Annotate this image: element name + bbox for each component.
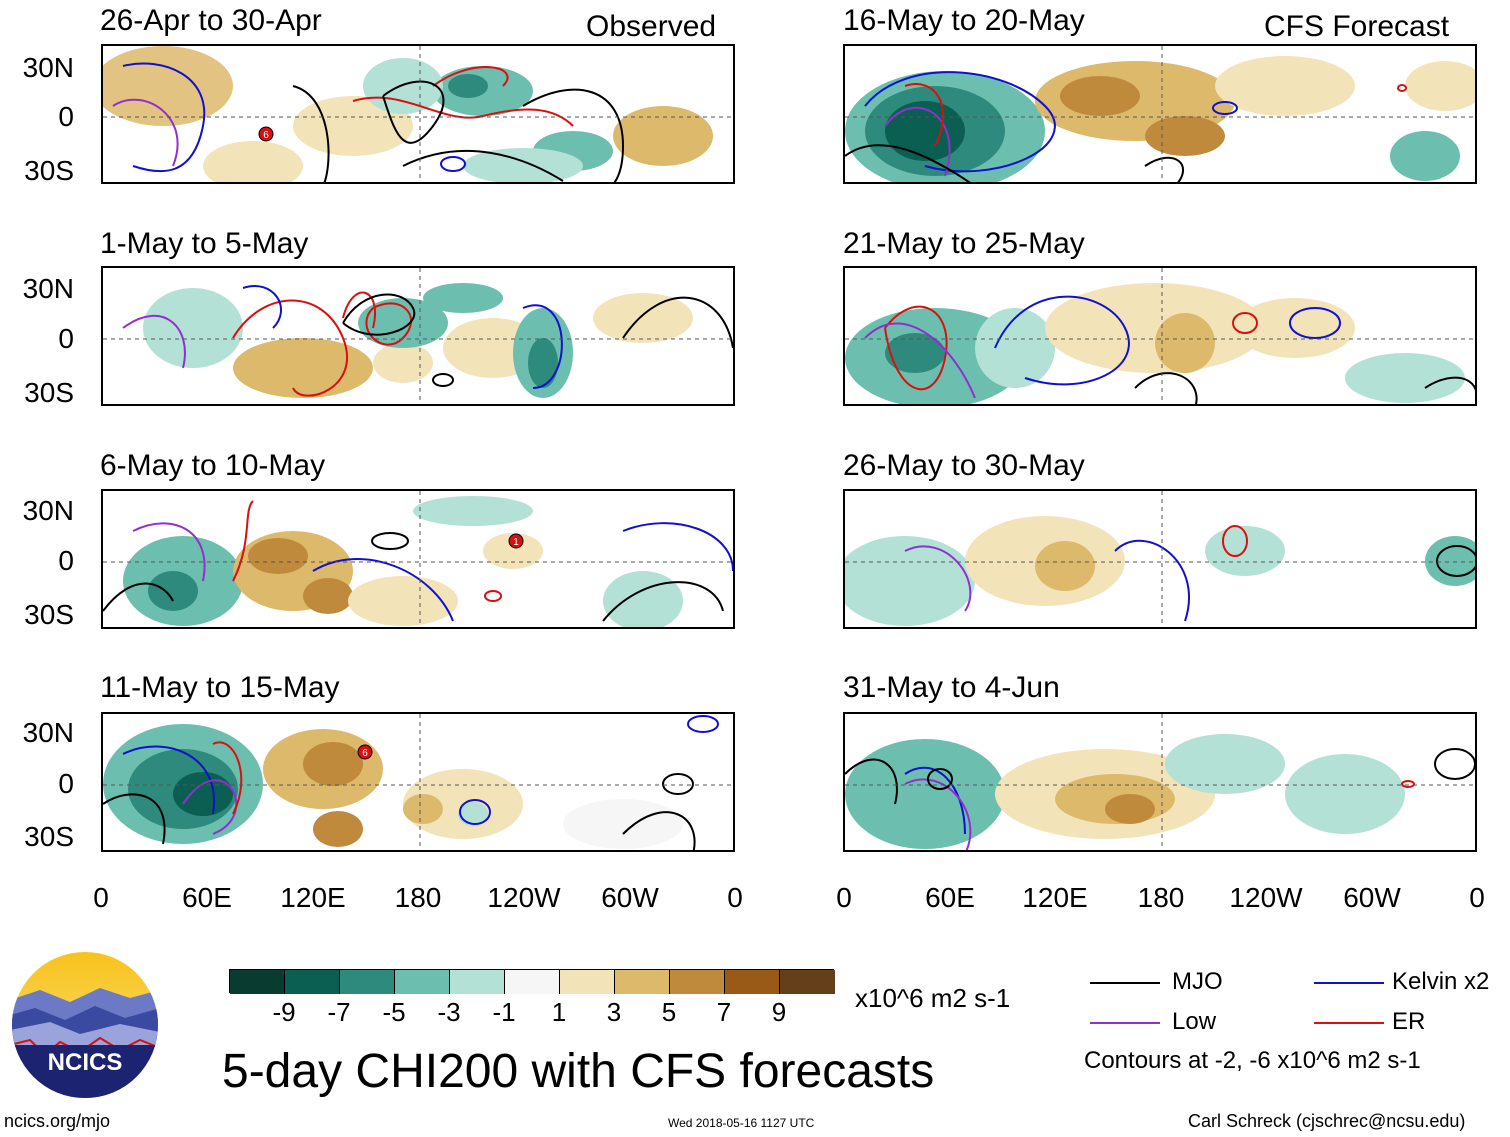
lon-label: 120E bbox=[1022, 882, 1088, 913]
map-panel-graphic bbox=[103, 268, 733, 404]
lon-label: 180 bbox=[1137, 882, 1185, 913]
lat-label: 0 bbox=[58, 323, 74, 354]
colorbar-segment bbox=[285, 970, 340, 994]
colorbar-label: 5 bbox=[661, 997, 677, 1027]
lon-label: 120W bbox=[1229, 882, 1303, 913]
map-panel-graphic bbox=[845, 268, 1475, 404]
colorbar-segment bbox=[780, 970, 835, 994]
lon-label: 60W bbox=[601, 882, 659, 913]
contours-note: Contours at -2, -6 x10^6 m2 s-1 bbox=[1084, 1047, 1421, 1074]
colorbar-label: -3 bbox=[437, 997, 461, 1027]
lat-label: 30N bbox=[22, 495, 74, 526]
lat-label: 30N bbox=[22, 52, 74, 83]
panel-title-l0: 26-Apr to 30-Apr bbox=[100, 4, 322, 37]
lat-label: 30S bbox=[24, 599, 74, 630]
colorbar-label: 1 bbox=[551, 997, 567, 1027]
footer-url[interactable]: ncics.org/mjo bbox=[4, 1111, 111, 1131]
logo-text: NCICS bbox=[48, 1049, 123, 1076]
legend-label-kelvin: Kelvin x2 bbox=[1392, 968, 1490, 995]
colorbar-segment bbox=[615, 970, 670, 994]
map-panel-graphic bbox=[845, 46, 1475, 182]
map-panel-observed-1: 6 bbox=[101, 44, 735, 184]
colorbar-segment bbox=[450, 970, 505, 994]
lat-label: 0 bbox=[58, 101, 74, 132]
panel-title-r3: 31-May to 4-Jun bbox=[843, 671, 1060, 704]
colorbar-segment bbox=[395, 970, 450, 994]
ncics-logo-graphic: NCICS bbox=[12, 952, 158, 1098]
observed-label: Observed bbox=[586, 10, 717, 43]
map-panel-graphic bbox=[845, 714, 1475, 850]
lat-label: 30N bbox=[22, 273, 74, 304]
map-panel-forecast-4 bbox=[843, 712, 1477, 852]
map-panel-forecast-3 bbox=[843, 489, 1477, 629]
lon-label: 0 bbox=[93, 882, 109, 913]
colorbar-label: 7 bbox=[716, 997, 732, 1027]
lon-label: 180 bbox=[394, 882, 442, 913]
cyclone-marker: 6 bbox=[263, 130, 269, 141]
map-panel-graphic: 6 bbox=[103, 46, 733, 182]
cyclone-marker: 1 bbox=[513, 537, 519, 548]
colorbar-units: x10^6 m2 s-1 bbox=[855, 983, 1011, 1013]
map-panel-graphic: 1 bbox=[103, 491, 733, 627]
legend-line-er bbox=[1314, 1022, 1384, 1024]
colorbar-segment bbox=[725, 970, 780, 994]
colorbar-segment bbox=[340, 970, 395, 994]
lon-label: 60W bbox=[1343, 882, 1401, 913]
lon-label: 120E bbox=[280, 882, 346, 913]
lat-label: 0 bbox=[58, 545, 74, 576]
map-panel-forecast-1 bbox=[843, 44, 1477, 184]
legend-label-low: Low bbox=[1172, 1008, 1217, 1035]
legend-line-kelvin bbox=[1314, 982, 1384, 984]
lat-label: 30S bbox=[24, 155, 74, 186]
panel-title-r2: 26-May to 30-May bbox=[843, 449, 1085, 482]
map-panel-observed-3: 1 bbox=[101, 489, 735, 629]
lon-label: 0 bbox=[836, 882, 852, 913]
panel-title-l3: 11-May to 15-May bbox=[100, 671, 340, 704]
legend-label-mjo: MJO bbox=[1172, 968, 1223, 995]
lon-label: 60E bbox=[182, 882, 232, 913]
colorbar-label: 3 bbox=[606, 997, 622, 1027]
footer-author: Carl Schreck (cjschrec@ncsu.edu) bbox=[1188, 1111, 1466, 1131]
cyclone-marker: 6 bbox=[362, 748, 368, 759]
map-panel-graphic bbox=[845, 491, 1475, 627]
lon-label: 60E bbox=[925, 882, 975, 913]
colorbar-segment bbox=[670, 970, 725, 994]
panel-title-l2: 6-May to 10-May bbox=[100, 449, 326, 482]
colorbar-segment bbox=[560, 970, 615, 994]
ncics-logo: NCICS bbox=[10, 950, 160, 1100]
map-panel-observed-4: 6 bbox=[101, 712, 735, 852]
map-panel-observed-2 bbox=[101, 266, 735, 406]
panel-title-l1: 1-May to 5-May bbox=[100, 227, 309, 260]
legend-line-low bbox=[1090, 1022, 1160, 1024]
colorbar-label: -7 bbox=[327, 997, 351, 1027]
colorbar-label: -1 bbox=[492, 997, 516, 1027]
lon-label: 0 bbox=[1469, 882, 1485, 913]
map-panel-graphic: 6 bbox=[103, 714, 733, 850]
legend-line-mjo bbox=[1090, 982, 1160, 984]
lon-label: 120W bbox=[487, 882, 561, 913]
colorbar bbox=[229, 969, 835, 994]
map-panel-forecast-2 bbox=[843, 266, 1477, 406]
panel-title-r1: 21-May to 25-May bbox=[843, 227, 1085, 260]
lat-label: 30N bbox=[22, 717, 74, 748]
panel-title-r0: 16-May to 20-May bbox=[843, 4, 1085, 37]
legend-label-er: ER bbox=[1392, 1008, 1426, 1035]
lat-label: 30S bbox=[24, 821, 74, 852]
lon-label: 0 bbox=[727, 882, 743, 913]
colorbar-label: -5 bbox=[382, 997, 406, 1027]
colorbar-segment bbox=[230, 970, 285, 994]
forecast-label: CFS Forecast bbox=[1264, 10, 1450, 43]
main-title: 5-day CHI200 with CFS forecasts bbox=[222, 1045, 935, 1098]
lat-label: 30S bbox=[24, 377, 74, 408]
lat-label: 0 bbox=[58, 768, 74, 799]
colorbar-segment bbox=[505, 970, 560, 994]
footer-timestamp: Wed 2018-05-16 1127 UTC bbox=[668, 1116, 815, 1130]
colorbar-label: -9 bbox=[272, 997, 296, 1027]
colorbar-label: 9 bbox=[771, 997, 787, 1027]
